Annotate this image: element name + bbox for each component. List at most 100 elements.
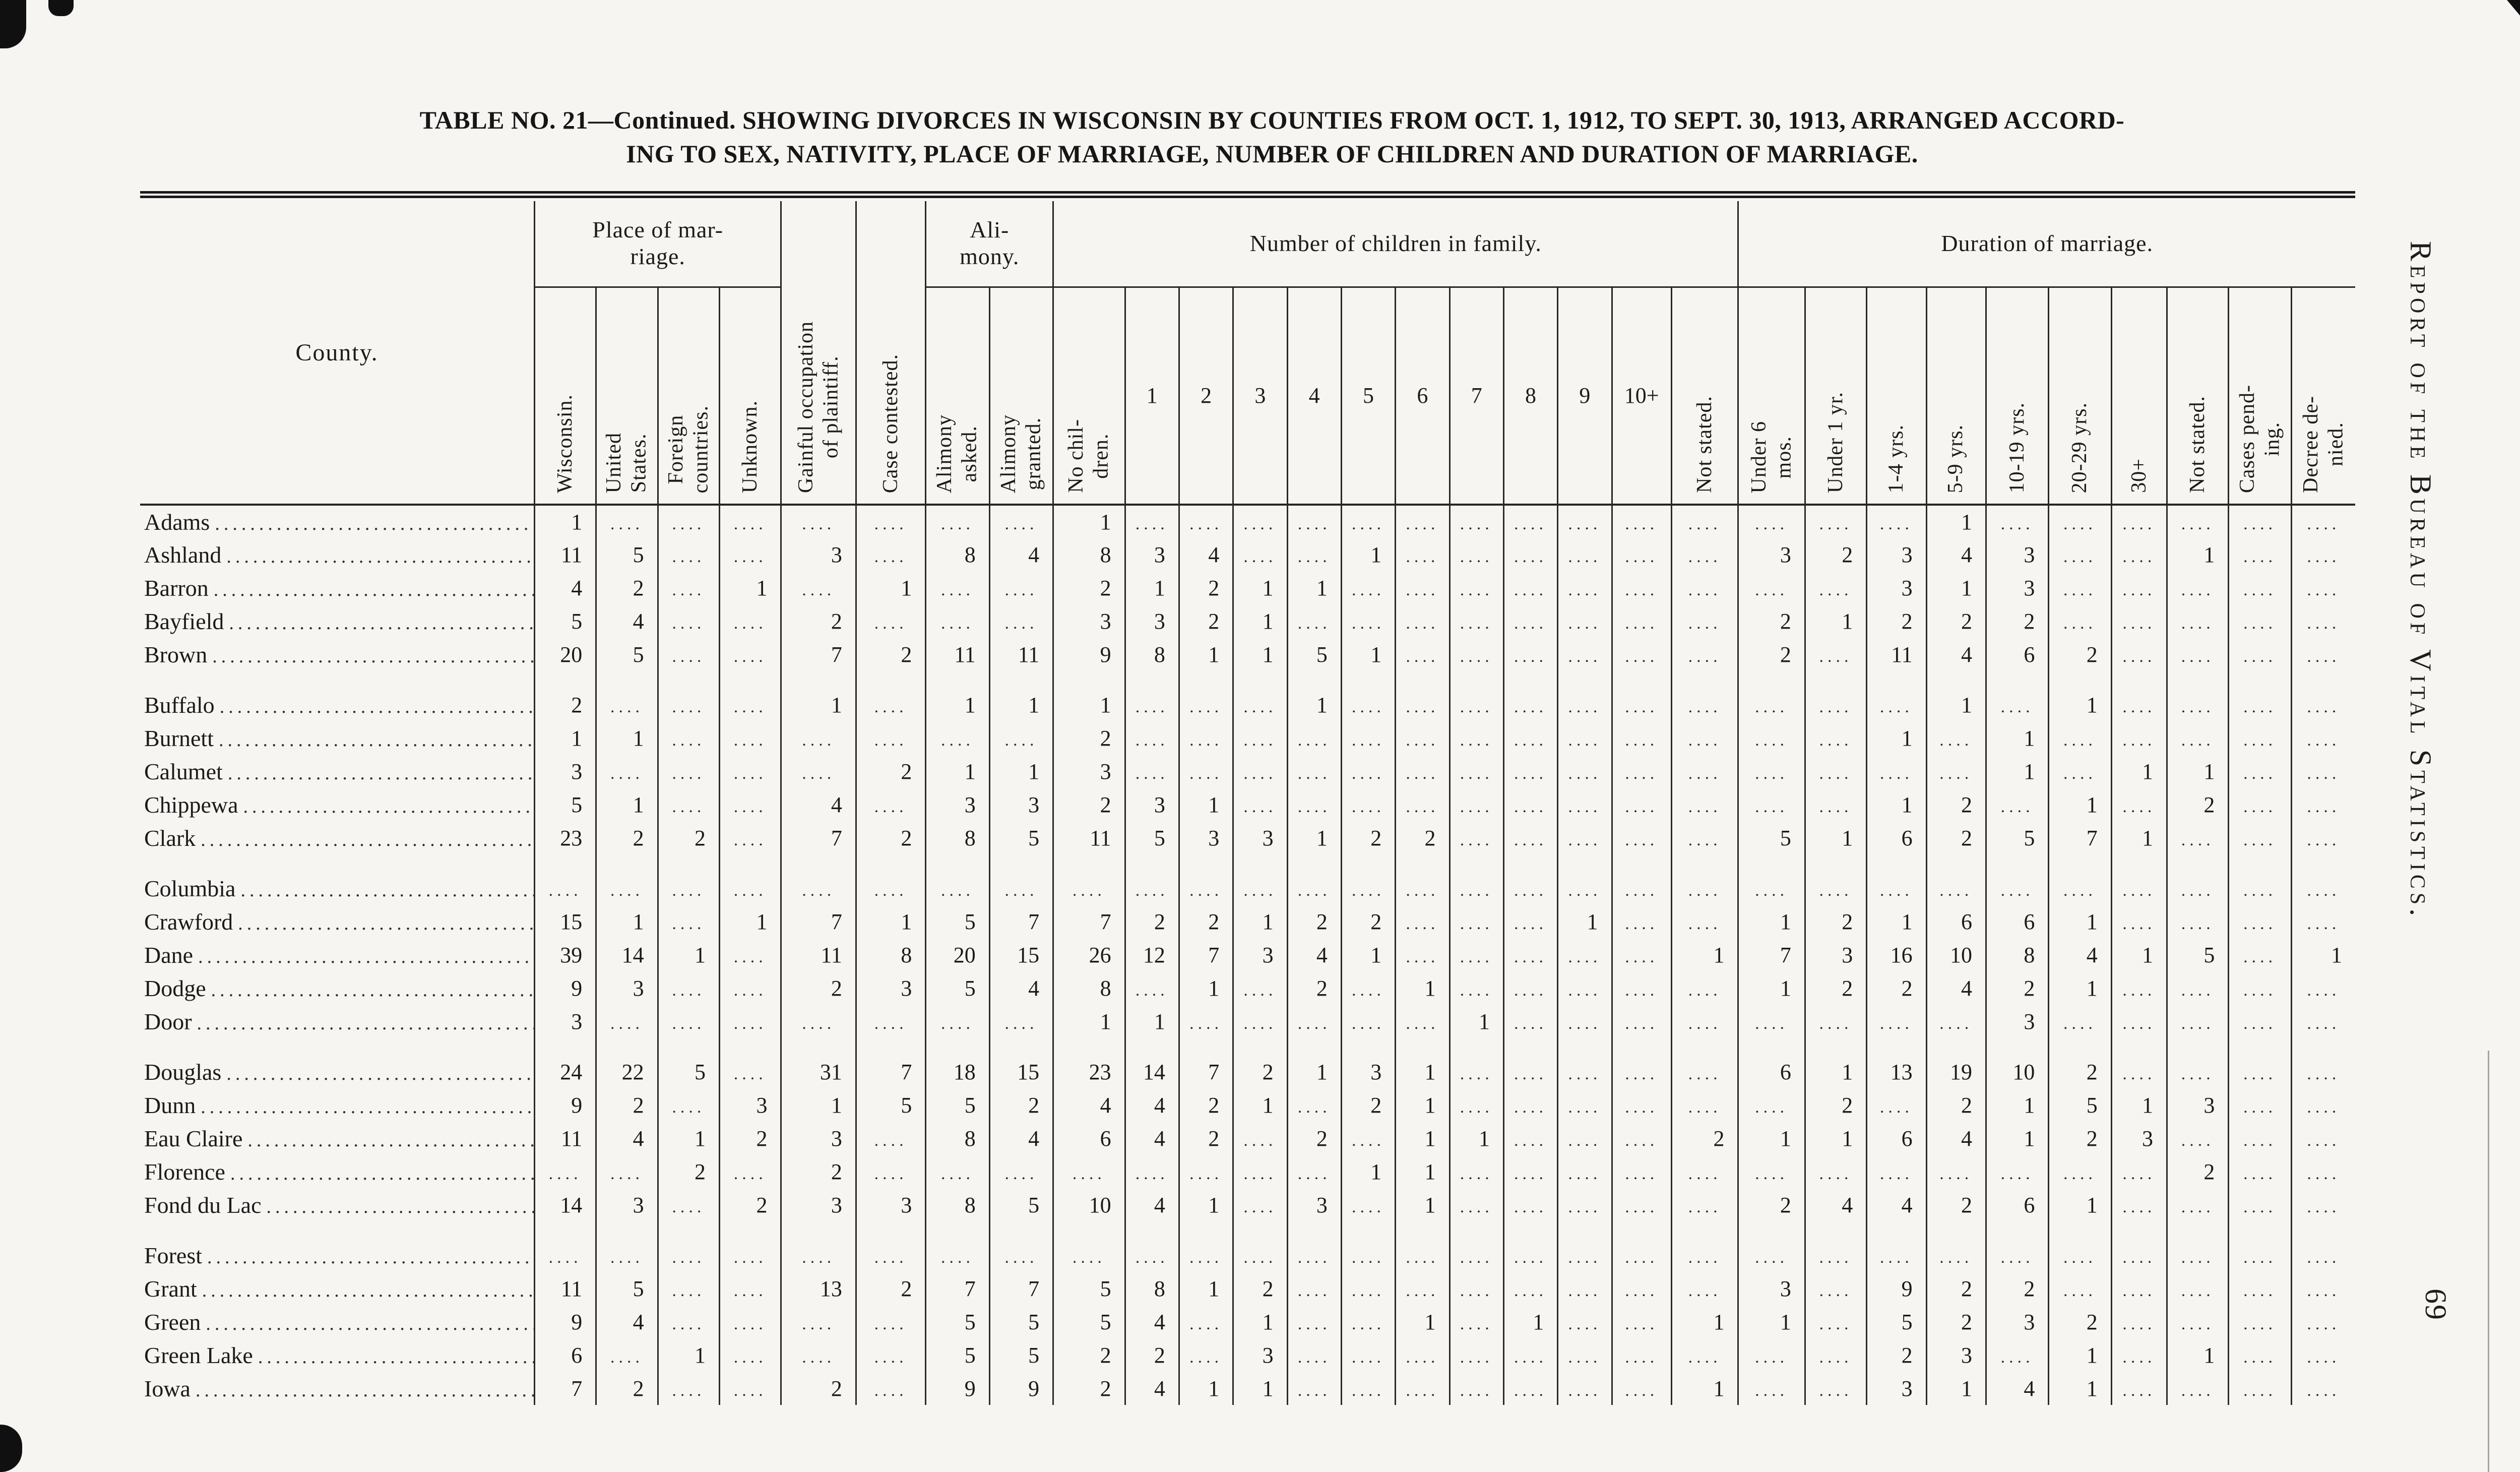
table-row: Dunn....................................… <box>140 1088 2355 1122</box>
cell-wisconsin: 11 <box>534 538 597 571</box>
cell-alimony-asked: 5 <box>925 1338 990 1372</box>
county-cell: Barron..................................… <box>140 571 535 604</box>
empty-cell-dots: .... <box>1514 1131 1548 1150</box>
cell-under-6-mos: 5 <box>1738 821 1806 854</box>
cell-children-8: .... <box>1503 1005 1559 1038</box>
col-header-yrs-5-9: 5-9 yrs. <box>1926 287 1987 506</box>
cell-yrs-5-9: 4 <box>1926 638 1987 671</box>
cell-alimony-asked: 5 <box>925 905 990 938</box>
table-row: Adams...................................… <box>140 505 2355 538</box>
empty-cell-dots: .... <box>1514 514 1548 533</box>
empty-cell-dots: .... <box>1004 881 1038 900</box>
cell-unknown: .... <box>719 1005 782 1038</box>
cell-alimony-granted: .... <box>989 1005 1054 1038</box>
cell-case-contested: 1 <box>856 905 927 938</box>
cell-alimony-granted: 5 <box>989 821 1054 854</box>
empty-cell-dots: .... <box>2181 1064 2215 1083</box>
empty-cell-dots: .... <box>1688 1347 1722 1367</box>
empty-cell-dots: .... <box>672 547 706 566</box>
gap-cell <box>596 671 659 688</box>
cell-decree-denied: .... <box>2291 1005 2355 1038</box>
cell-children-3: .... <box>1233 971 1288 1005</box>
gap-cell <box>2048 854 2112 872</box>
cell-no-children: 5 <box>1053 1272 1126 1305</box>
empty-cell-dots: .... <box>2307 730 2341 750</box>
cell-children-10-plus: .... <box>1612 1372 1672 1405</box>
cell-children-not-stated: .... <box>1671 1272 1739 1305</box>
empty-cell-dots: .... <box>2243 697 2277 716</box>
cell-under-6-mos: .... <box>1738 1338 1806 1372</box>
cell-united-states: 3 <box>596 971 659 1005</box>
empty-cell-dots: .... <box>2243 1014 2277 1033</box>
cell-children-10-plus: .... <box>1612 1005 1672 1038</box>
cell-children-6: .... <box>1395 755 1451 788</box>
empty-cell-dots: .... <box>1819 1314 1853 1333</box>
cell-children-7: .... <box>1450 905 1504 938</box>
cell-under-1-yr: 1 <box>1805 1055 1868 1088</box>
empty-cell-dots: .... <box>733 1314 767 1333</box>
empty-cell-dots: .... <box>1514 1164 1548 1183</box>
cell-yrs-30-plus: 1 <box>2111 821 2168 854</box>
cell-yrs-30-plus: .... <box>2111 1055 2168 1088</box>
cell-yrs-5-9: 2 <box>1926 821 1987 854</box>
cell-no-children: 8 <box>1053 538 1126 571</box>
cell-children-9: .... <box>1557 604 1613 638</box>
empty-cell-dots: .... <box>1755 580 1789 599</box>
gap-cell <box>989 1221 1054 1239</box>
gap-cell <box>1503 854 1559 872</box>
col-header-children-5: 5 <box>1341 287 1397 506</box>
gap-cell <box>1179 671 1234 688</box>
cell-children-8: .... <box>1503 1188 1559 1221</box>
cell-case-contested: 2 <box>856 1272 927 1305</box>
empty-cell-dots: .... <box>733 1014 767 1033</box>
empty-cell-dots: .... <box>2243 647 2277 666</box>
county-leader-dots: ........................................… <box>258 1346 533 1368</box>
cell-children-10-plus: .... <box>1612 905 1672 938</box>
cell-yrs-10-19: .... <box>1986 788 2050 821</box>
cell-children-2: .... <box>1179 505 1234 538</box>
cell-children-not-stated: .... <box>1671 971 1739 1005</box>
empty-cell-dots: .... <box>1297 1381 1331 1400</box>
gap-cell <box>1986 1221 2050 1239</box>
empty-cell-dots: .... <box>733 1281 767 1300</box>
table-row: Chippewa................................… <box>140 788 2355 821</box>
empty-cell-dots: .... <box>1135 764 1169 783</box>
cell-children-6: .... <box>1395 788 1451 821</box>
cell-children-7: .... <box>1450 755 1504 788</box>
empty-cell-dots: .... <box>1460 1347 1493 1367</box>
cell-yrs-1-4: 2 <box>1866 971 1927 1005</box>
col-header-children-7: 7 <box>1450 287 1504 506</box>
cell-children-6: .... <box>1395 1005 1451 1038</box>
cell-yrs-20-29: 4 <box>2048 938 2112 971</box>
col-label-no-children: No chil- dren. <box>1064 419 1113 493</box>
empty-cell-dots: .... <box>1460 1281 1493 1300</box>
empty-cell-dots: .... <box>2307 1164 2341 1183</box>
cell-unknown: 2 <box>719 1188 782 1221</box>
table-row: Ashland.................................… <box>140 538 2355 571</box>
gap-cell <box>781 671 857 688</box>
cell-under-1-yr: .... <box>1805 788 1868 821</box>
cell-under-1-yr: .... <box>1805 1305 1868 1338</box>
cell-children-7: .... <box>1450 1338 1504 1372</box>
empty-cell-dots: .... <box>2243 730 2277 750</box>
col-label-yrs-5-9: 5-9 yrs. <box>1944 424 1968 493</box>
group-header-children: Number of children in family. <box>1053 201 1739 288</box>
empty-cell-dots: .... <box>1406 947 1439 966</box>
cell-children-10-plus: .... <box>1612 971 1672 1005</box>
gap-cell <box>719 1038 782 1055</box>
cell-alimony-granted: 1 <box>989 688 1054 721</box>
col-label-decree-denied: Decree de- nied. <box>2299 395 2348 493</box>
cell-children-6: 1 <box>1395 1305 1451 1338</box>
cell-gainful-occupation: 7 <box>781 638 857 671</box>
cell-children-1: .... <box>1125 1155 1180 1188</box>
cell-yrs-5-9: 4 <box>1926 1122 1987 1155</box>
cell-alimony-granted: .... <box>989 721 1054 755</box>
cell-cases-pending: .... <box>2228 1055 2292 1088</box>
cell-gainful-occupation: 2 <box>781 971 857 1005</box>
cell-no-children: 5 <box>1053 1305 1126 1338</box>
cell-decree-denied: .... <box>2291 538 2355 571</box>
empty-cell-dots: .... <box>1568 730 1602 750</box>
cell-children-not-stated: .... <box>1671 821 1739 854</box>
empty-cell-dots: .... <box>1352 1381 1385 1400</box>
cell-alimony-granted: 3 <box>989 788 1054 821</box>
